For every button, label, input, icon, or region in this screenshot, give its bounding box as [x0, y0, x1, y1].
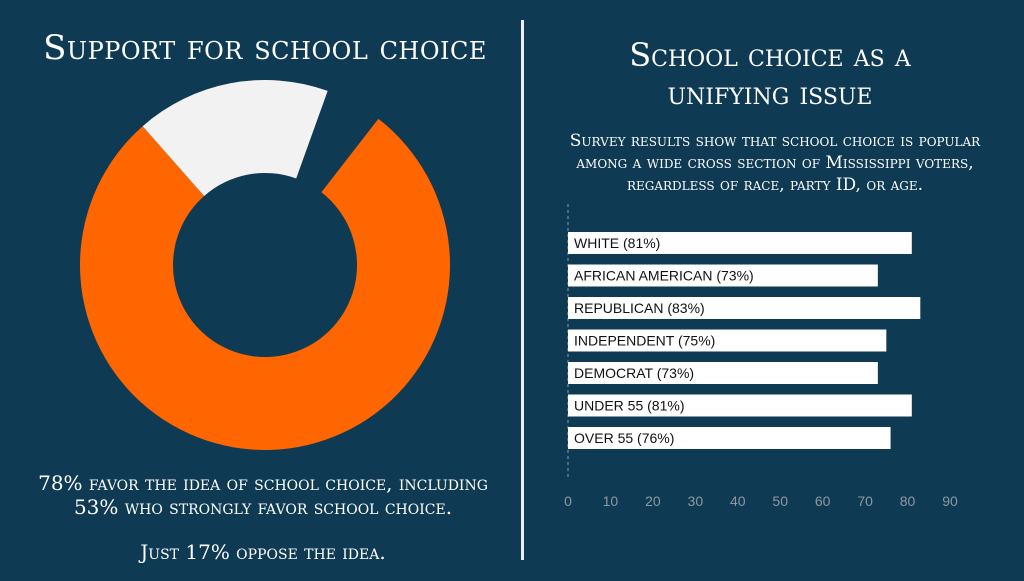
x-tick-label-1: 10 [603, 493, 619, 509]
bar-label-0: WHITE (81%) [574, 235, 660, 251]
subtitle-line1: Survey results show that school choice i… [569, 131, 981, 151]
x-tick-label-2: 20 [645, 493, 661, 509]
donut-slice-oppose [142, 80, 328, 196]
x-tick-label-4: 40 [730, 493, 746, 509]
bar-6 [568, 427, 891, 449]
oppose-caption: Just 17% oppose the idea. [140, 540, 386, 564]
subtitle-line2: among a wide cross section of Mississipp… [576, 153, 974, 173]
subtitle-line3: regardless of race, party ID, or age. [626, 175, 924, 195]
x-tick-label-5: 50 [772, 493, 788, 509]
vertical-divider [521, 20, 524, 560]
x-tick-label-7: 70 [857, 493, 873, 509]
bar-2 [568, 297, 921, 319]
donut-chart [80, 80, 450, 450]
bar-label-3: INDEPENDENT (75%) [574, 333, 715, 349]
donut-slice-favor [80, 118, 450, 450]
x-tick-label-0: 0 [564, 493, 572, 509]
favor-caption-line1: 78% favor the idea of school choice, inc… [38, 471, 488, 495]
bar-5 [568, 394, 912, 417]
right-title: School choice as a unifying issue [540, 36, 1000, 112]
favor-caption: 78% favor the idea of school choice, inc… [0, 471, 526, 519]
left-title: Support for school choice [43, 28, 487, 68]
right-title-line2: unifying issue [667, 74, 873, 112]
bar-chart: WHITE (81%) AFRICAN AMERICAN (73%) REPUBLI… [564, 204, 958, 509]
x-tick-label-8: 80 [900, 493, 916, 509]
x-tick-label-6: 60 [815, 493, 831, 509]
bar-label-5: UNDER 55 (81%) [574, 398, 684, 414]
bar-label-2: REPUBLICAN (83%) [574, 300, 705, 316]
bar-label-1: AFRICAN AMERICAN (73%) [574, 268, 754, 284]
bar-label-6: OVER 55 (76%) [574, 430, 674, 446]
right-subtitle: Survey results show that school choice i… [535, 130, 1015, 196]
bar-0 [568, 232, 912, 254]
x-tick-label-9: 90 [942, 493, 958, 509]
bar-4 [568, 362, 878, 384]
bar-label-4: DEMOCRAT (73%) [574, 365, 694, 381]
favor-caption-line2: 53% who strongly favor school choice. [73, 495, 453, 519]
x-tick-label-3: 30 [688, 493, 704, 509]
right-title-line1: School choice as a [629, 36, 911, 74]
bar-3 [568, 329, 887, 352]
bar-1 [568, 264, 878, 287]
